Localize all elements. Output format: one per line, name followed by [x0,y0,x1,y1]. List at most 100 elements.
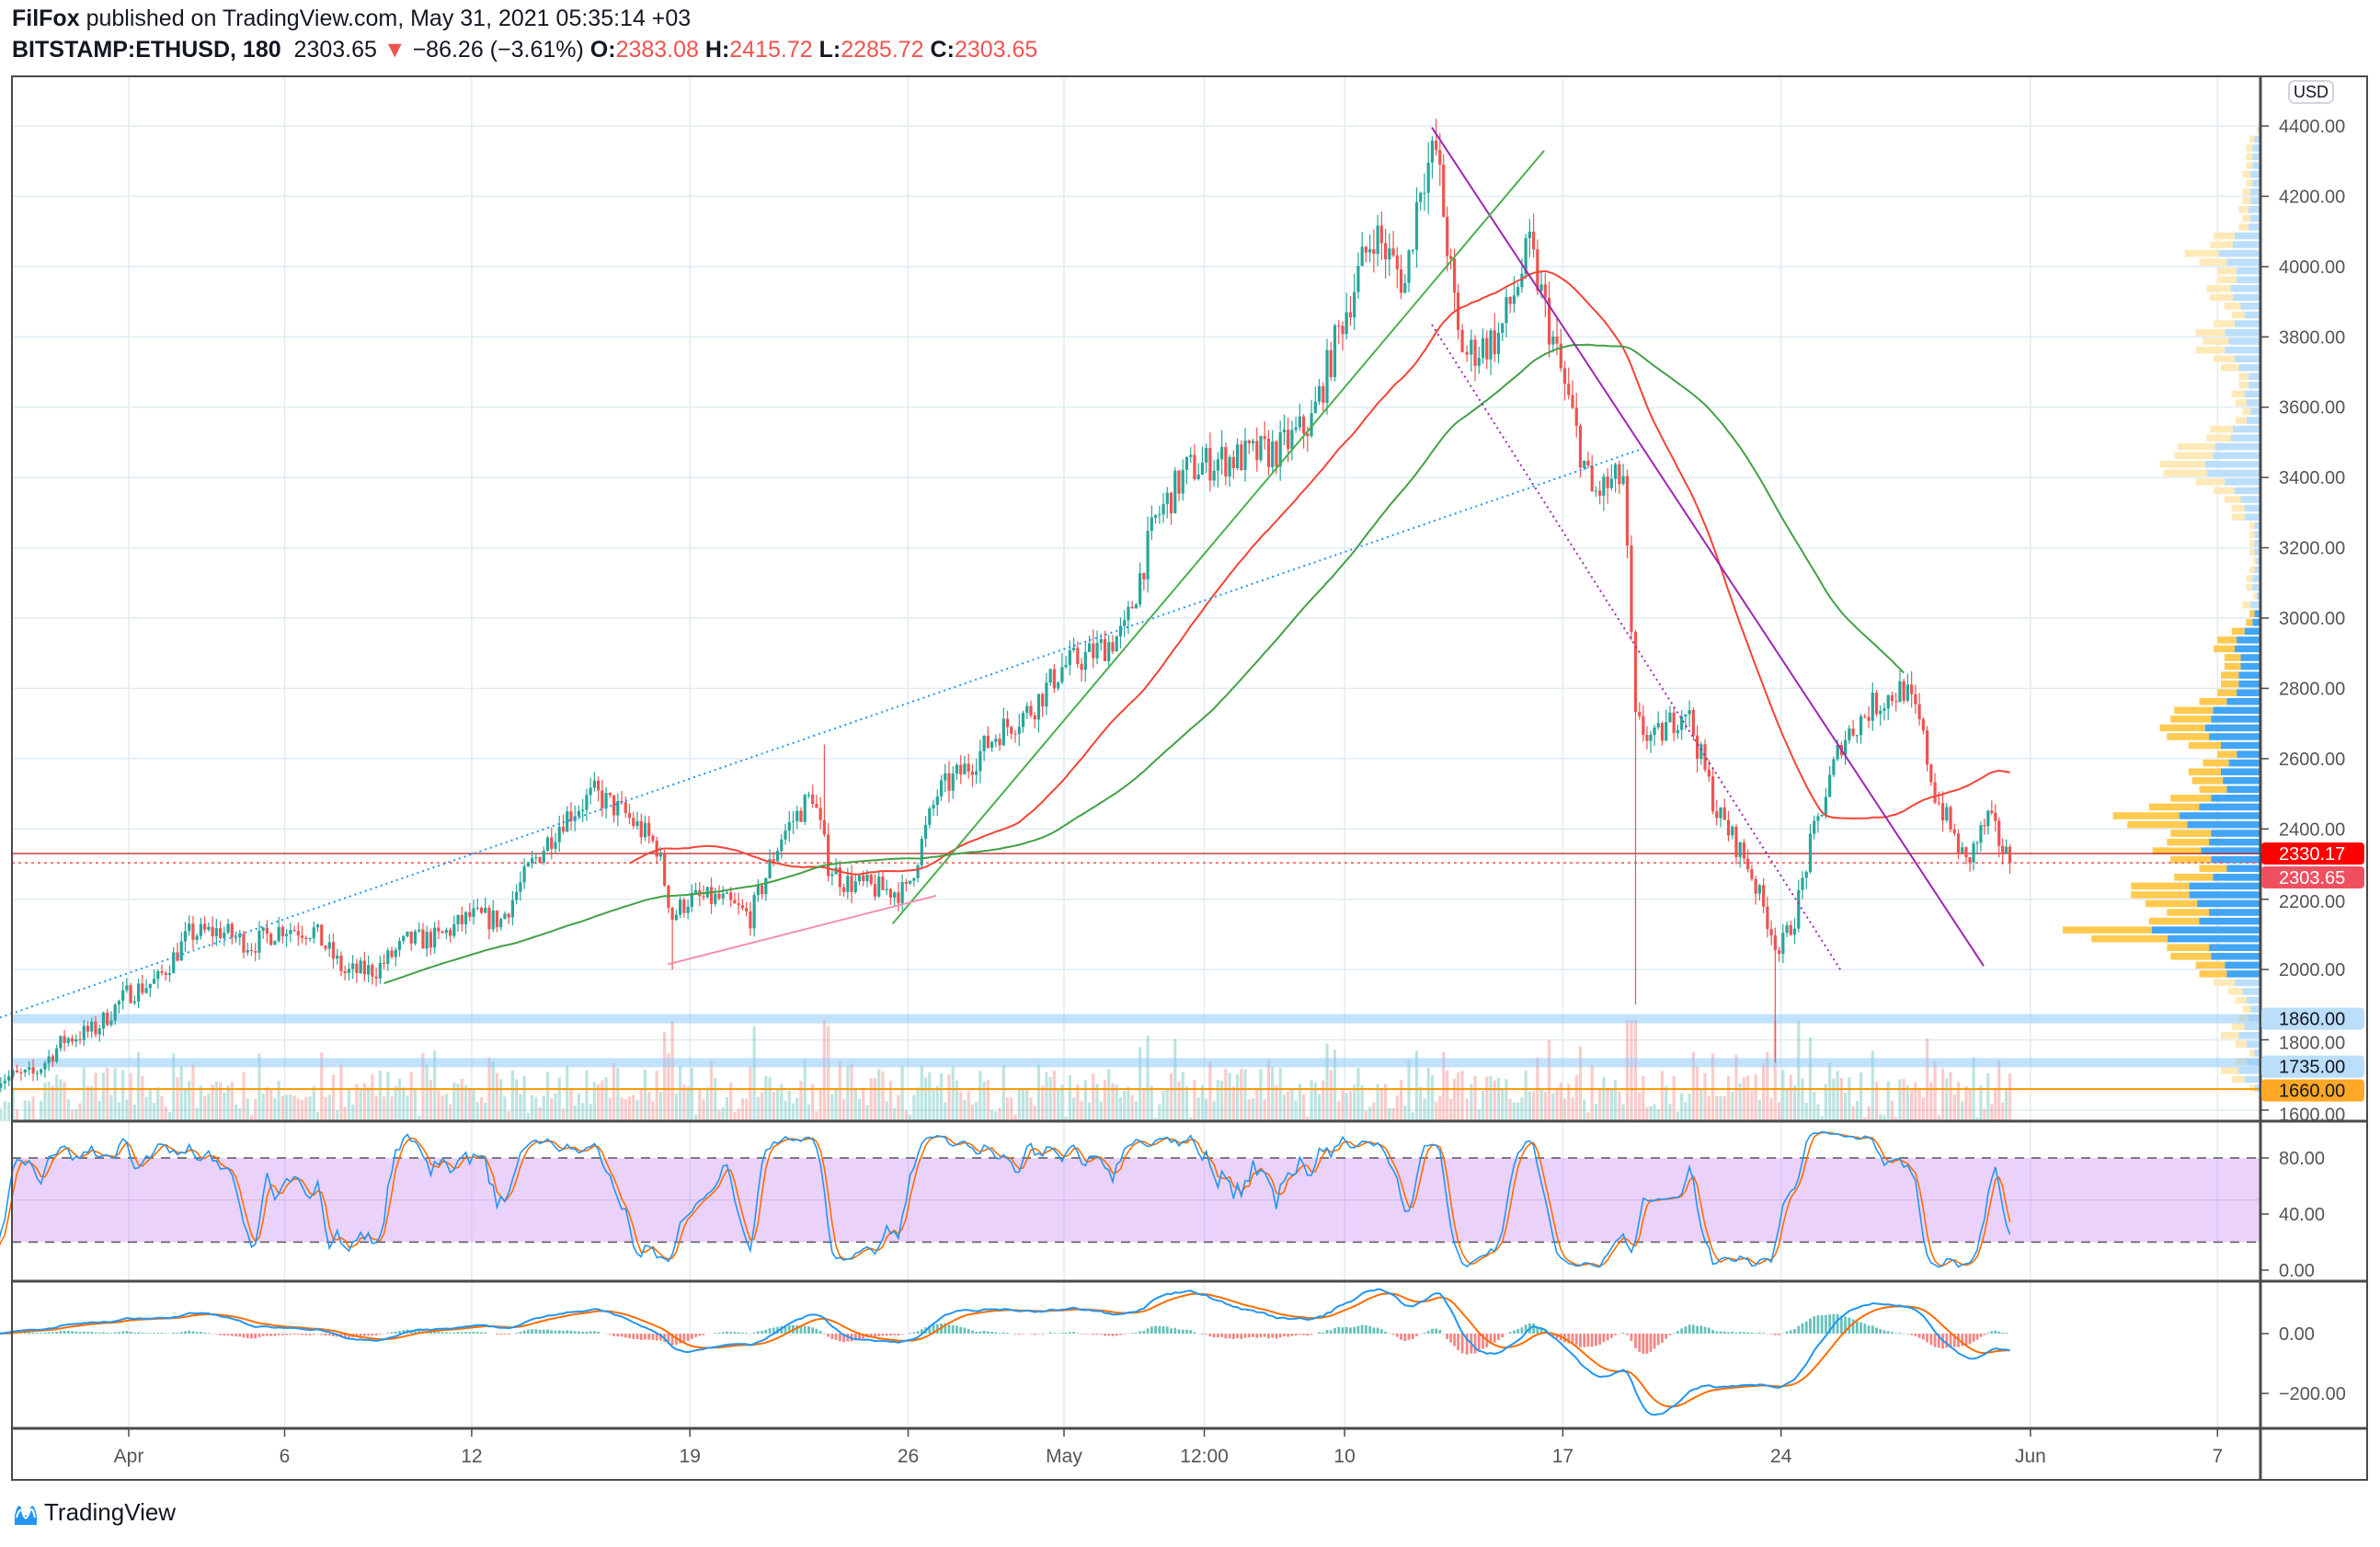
volume-bar [1449,1098,1453,1121]
candle-down [1571,395,1574,408]
price-tick-label: 3000.00 [2279,609,2345,629]
candle-up [1388,248,1391,259]
volume-bar [1005,1097,1010,1121]
volume-bar [218,1082,223,1121]
candle-down [1574,407,1578,426]
volume-bar [1341,1090,1344,1121]
candle-down [647,822,651,836]
candle-down [1240,444,1243,471]
volume-bar [499,1079,503,1121]
macd-histogram-bar [355,1334,359,1337]
volume-bar [975,1102,978,1121]
macd-histogram-bar [761,1331,763,1334]
macd-histogram-bar [1626,1334,1629,1335]
macd-histogram-bar [1001,1332,1005,1334]
macd-histogram-bar [238,1334,242,1337]
macd-histogram-bar [1734,1332,1738,1334]
volume-bar [737,1108,740,1121]
volume-profile-bar-sell [2246,179,2253,187]
macd-histogram-bar [869,1334,873,1337]
volume-bar [1520,1097,1524,1121]
volume-bar [1048,1076,1052,1121]
volume-bar [397,1078,402,1121]
candle-up [117,1001,121,1005]
candle-down [1703,744,1707,770]
candle-down [639,820,643,838]
candle-up [1489,330,1493,360]
volume-bar [265,1087,269,1121]
macd-histogram-bar [1170,1328,1173,1334]
time-axis[interactable]: Apr 6 12 19 26 May 12:00 10 17 24 Jun 7 [114,1428,2223,1467]
high-value: 2415.72 [729,37,813,63]
volume-profile-bar-buy [2151,926,2260,934]
volume-bar [1076,1084,1080,1121]
author-name[interactable]: FilFox [12,6,80,31]
tradingview-logo[interactable]: TradingView [13,1497,176,1527]
volume-profile-bar-buy [2254,610,2260,617]
volume-bar [1952,1094,1956,1121]
macd-histogram-bar [1290,1334,1294,1336]
volume-profile-bar-sell [2246,618,2253,626]
volume-profile-bar-buy [2250,1005,2260,1013]
macd-histogram-bar [1154,1325,1157,1334]
macd-histogram-bar [959,1326,963,1334]
volume-bar [811,1083,815,1121]
volume-bar [164,1106,167,1121]
volume-profile-bar-sell [2170,855,2212,864]
volume-bar [51,1085,54,1121]
macd-histogram-bar [554,1330,557,1334]
volume-bar [1220,1081,1224,1121]
macd-histogram-bar [47,1332,51,1334]
volume-bar [2008,1073,2012,1121]
time-tick-label: 24 [1770,1446,1792,1467]
candle-down [141,983,144,993]
currency-badge[interactable]: USD [2288,80,2334,104]
macd-histogram-bar [807,1326,810,1334]
candle-up [756,886,760,896]
macd-histogram-bar [480,1332,483,1334]
volume-bar [148,1090,152,1121]
macd-histogram-bar [250,1334,253,1339]
volume-bar [1294,1100,1298,1121]
candle-up [1477,358,1481,366]
macd-histogram-bar [550,1330,554,1334]
candle-down [1446,216,1449,257]
candle-down [1867,716,1871,721]
volume-bar [1165,1088,1169,1121]
volume-bar [292,1095,296,1121]
volume-bar [1010,1097,1013,1121]
volume-profile-bar-sell [2253,592,2257,600]
macd-histogram-bar [1228,1334,1231,1339]
volume-bar [1017,1089,1021,1121]
volume-bar [515,1079,519,1121]
stoch-k-line [0,1130,2011,1268]
volume-profile-bar-buy [2244,390,2260,398]
volume-profile-bar-sell [2174,874,2214,881]
candle-up [1353,292,1356,318]
macd-histogram-bar [31,1332,35,1334]
macd-histogram-bar [257,1334,261,1337]
volume-profile-bar-sell [2235,399,2247,407]
volume-bar [491,1060,495,1121]
price-axis[interactable]: 4400.004200.004000.003800.003600.003400.… [2260,117,2364,1404]
volume-profile-bar-sell [2217,636,2237,644]
macd-histogram-bar [484,1332,487,1334]
candle-down [1052,669,1057,689]
macd-histogram-bar [1773,1334,1777,1335]
price-label-badge [2261,1007,2364,1030]
volume-bar [11,1087,15,1121]
trendlines[interactable] [0,126,1985,1020]
volume-bar [1139,1047,1142,1121]
volume-bar [1808,1037,1813,1121]
candle-up [444,930,448,934]
candle-down [709,887,714,904]
macd-histogram-bar [881,1334,885,1336]
volume-bar [1099,1101,1103,1121]
candle-down [1399,269,1403,293]
volume-bar [1762,1062,1766,1121]
macd-histogram-bar [1306,1334,1310,1336]
macd-histogram-bar [1287,1334,1290,1337]
volume-bar [362,1083,366,1121]
candle-up [1017,727,1021,734]
